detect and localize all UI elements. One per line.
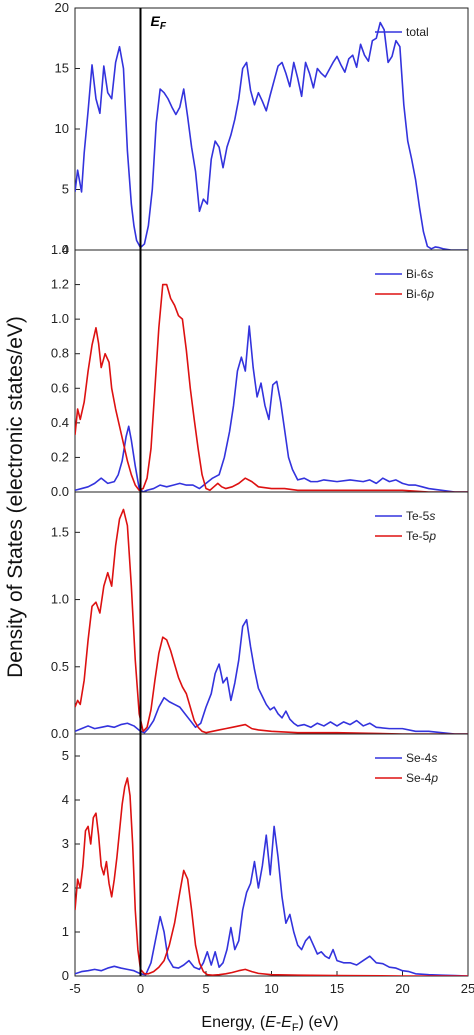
- y-tick-label: 0.0: [51, 484, 69, 499]
- y-tick-label: 2: [62, 880, 69, 895]
- x-label-e: E: [265, 1014, 276, 1031]
- fermi-label-sub: F: [160, 21, 167, 32]
- y-tick-label: 1.0: [51, 592, 69, 607]
- legend-entry: Bi-6p: [406, 287, 434, 301]
- y-tick-label: 15: [55, 61, 69, 76]
- legend-entry: Se-4s: [406, 751, 437, 765]
- y-tick-label: 0.8: [51, 346, 69, 361]
- legend-entry: Bi-6s: [406, 267, 433, 281]
- series-line-bi-6s: [75, 325, 468, 492]
- y-tick-label: 0.4: [51, 415, 69, 430]
- y-tick-label: 0: [62, 242, 69, 257]
- y-tick-label: 1: [62, 924, 69, 939]
- fermi-level-label: EF: [151, 13, 167, 32]
- x-tick-label: 5: [202, 981, 209, 996]
- x-tick-label: 20: [395, 981, 409, 996]
- fermi-level: EF: [139, 8, 167, 976]
- y-tick-label: 1.0: [51, 311, 69, 326]
- y-tick-label: 1.2: [51, 277, 69, 292]
- x-label-ef-sub: F: [292, 1022, 299, 1034]
- x-tick-label: 10: [264, 981, 278, 996]
- panel-Bi: 0.0 0.2 0.4 0.6 0.8 1.0 1.2 1.4 Bi-6s Bi-6p: [51, 242, 469, 499]
- x-tick-label: 15: [330, 981, 344, 996]
- series-line-bi-6p: [75, 283, 468, 492]
- x-axis-label: Energy, (E-EF) (eV): [201, 1014, 338, 1034]
- panel-total: 0 5 10 15 20 total: [55, 0, 469, 257]
- y-tick-label: 1.4: [51, 242, 69, 257]
- y-tick-label: 0.2: [51, 449, 69, 464]
- y-tick-label: 3: [62, 836, 69, 851]
- panels: 05101520total0.00.20.40.60.81.01.21.4Bi-…: [51, 0, 474, 996]
- x-label-ef: E: [281, 1014, 292, 1031]
- x-tick-label: 25: [461, 981, 474, 996]
- x-label-suffix: ) (eV): [299, 1014, 339, 1031]
- y-tick-label: 0.6: [51, 380, 69, 395]
- panel-Te: 0.0 0.5 1.0 1.5 Te-5s Te-5p: [51, 491, 469, 741]
- fermi-label-main: E: [151, 13, 161, 29]
- y-tick-label: 5: [62, 182, 69, 197]
- y-tick-label: 10: [55, 121, 69, 136]
- legend-entry: Se-4p: [406, 771, 438, 785]
- y-tick-label: 0: [62, 968, 69, 983]
- panel-frame: [74, 7, 469, 251]
- series-line-te-5p: [75, 508, 468, 734]
- y-tick-label: 20: [55, 0, 69, 15]
- y-tick-label: 0.0: [51, 726, 69, 741]
- series-line-se-4s: [75, 825, 468, 976]
- y-axis-label: Density of States (electronic states/eV): [4, 316, 27, 678]
- series-line-se-4p: [75, 777, 468, 976]
- y-tick-label: 5: [62, 748, 69, 763]
- x-label-prefix: Energy, (: [201, 1014, 265, 1031]
- x-label-minus: -: [276, 1014, 281, 1031]
- series-line-total: [75, 21, 468, 250]
- x-tick-label: -5: [69, 981, 81, 996]
- y-tick-label: 0.5: [51, 659, 69, 674]
- legend-entry: Te-5s: [406, 509, 435, 523]
- legend-entry: total: [406, 25, 429, 39]
- x-tick-label: 0: [137, 981, 144, 996]
- y-tick-label: 1.5: [51, 524, 69, 539]
- y-tick-label: 4: [62, 792, 69, 807]
- legend-entry: Te-5p: [406, 529, 436, 543]
- series-line-te-5s: [75, 618, 468, 734]
